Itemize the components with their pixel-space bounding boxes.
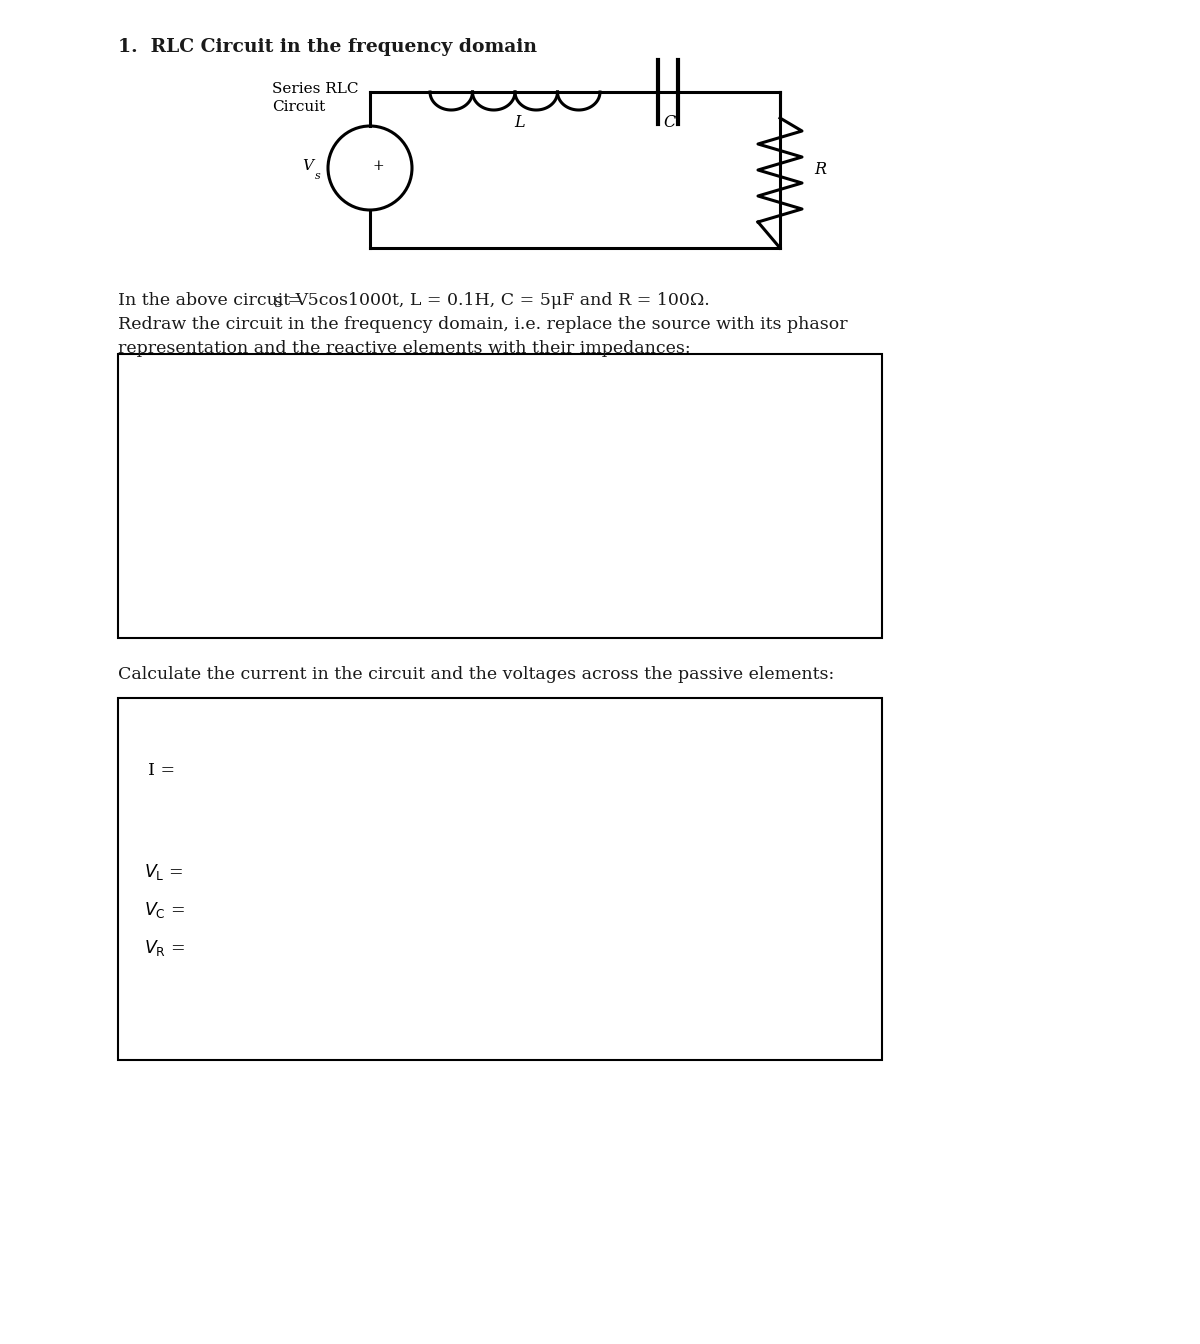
Bar <box>118 353 882 638</box>
Text: s: s <box>316 171 320 181</box>
Text: In the above circuit V: In the above circuit V <box>118 292 308 309</box>
Text: 1.  RLC Circuit in the frequency domain: 1. RLC Circuit in the frequency domain <box>118 38 538 56</box>
Text: C: C <box>664 114 676 130</box>
Text: V: V <box>302 159 313 173</box>
Text: = 5cos1000t, L = 0.1H, C = 5μF and R = 100Ω.: = 5cos1000t, L = 0.1H, C = 5μF and R = 1… <box>282 292 709 309</box>
Text: I =: I = <box>148 762 175 780</box>
Text: Redraw the circuit in the frequency domain, i.e. replace the source with its pha: Redraw the circuit in the frequency doma… <box>118 316 847 333</box>
Text: R: R <box>814 161 826 179</box>
Text: Series RLC: Series RLC <box>272 82 359 95</box>
Text: L: L <box>515 114 526 130</box>
Text: Calculate the current in the circuit and the voltages across the passive element: Calculate the current in the circuit and… <box>118 667 834 683</box>
Text: $V_{\mathrm{L}}$ =: $V_{\mathrm{L}}$ = <box>144 862 184 882</box>
Text: S: S <box>274 297 282 310</box>
Text: representation and the reactive elements with their impedances:: representation and the reactive elements… <box>118 340 691 358</box>
Text: +: + <box>372 159 384 173</box>
Text: $V_{\mathrm{R}}$ =: $V_{\mathrm{R}}$ = <box>144 938 185 958</box>
Text: Circuit: Circuit <box>272 99 325 114</box>
Bar <box>118 698 882 1060</box>
Text: $V_{\mathrm{C}}$ =: $V_{\mathrm{C}}$ = <box>144 900 185 921</box>
